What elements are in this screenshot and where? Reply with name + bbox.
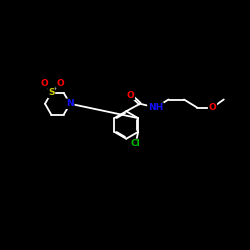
Text: O: O	[56, 79, 64, 88]
Text: S: S	[48, 88, 54, 98]
Text: N: N	[66, 99, 74, 108]
Text: O: O	[208, 103, 216, 112]
Text: O: O	[40, 79, 48, 88]
Text: O: O	[127, 90, 134, 100]
Text: Cl: Cl	[131, 140, 140, 148]
Text: NH: NH	[148, 103, 163, 112]
